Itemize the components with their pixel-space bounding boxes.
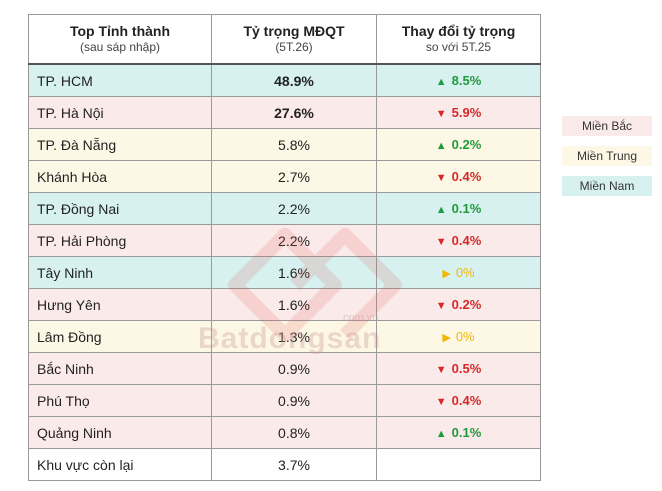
share-value: 1.6% bbox=[211, 256, 377, 289]
change-cell: ▲ 8.5% bbox=[376, 63, 541, 97]
table-row: TP. Hà Nội 27.6% ▼ 5.9% bbox=[28, 96, 541, 129]
table-row: Tây Ninh 1.6% ▶ 0% bbox=[28, 256, 541, 289]
header-province-subtitle: (sau sáp nhập) bbox=[79, 40, 161, 54]
table-row: Quảng Ninh 0.8% ▲ 0.1% bbox=[28, 416, 541, 449]
share-value: 2.7% bbox=[211, 160, 377, 193]
change-value: 0% bbox=[455, 329, 475, 344]
share-value: 0.9% bbox=[211, 352, 377, 385]
change-cell: ▼ 0.4% bbox=[376, 224, 541, 257]
change-cell: ▼ 5.9% bbox=[376, 96, 541, 129]
change-value: 5.9% bbox=[451, 105, 482, 120]
share-value: 1.6% bbox=[211, 288, 377, 321]
table-row: TP. HCM 48.9% ▲ 8.5% bbox=[28, 63, 541, 97]
header-province: Top Tỉnh thành (sau sáp nhập) bbox=[28, 14, 212, 65]
arrow-up-icon: ▲ bbox=[435, 76, 447, 88]
change-value: 0.4% bbox=[451, 393, 482, 408]
header-share-subtitle: (5T.26) bbox=[275, 40, 313, 54]
province-name: TP. Hải Phòng bbox=[28, 224, 212, 257]
table-row: TP. Đồng Nai 2.2% ▲ 0.1% bbox=[28, 192, 541, 225]
change-cell: ▼ 0.4% bbox=[376, 384, 541, 417]
header-share: Tỷ trọng MĐQT (5T.26) bbox=[211, 14, 377, 65]
province-name: Tây Ninh bbox=[28, 256, 212, 289]
province-name: Khánh Hòa bbox=[28, 160, 212, 193]
change-value: 0% bbox=[455, 265, 475, 280]
table-row: Bắc Ninh 0.9% ▼ 0.5% bbox=[28, 352, 541, 385]
table-row: TP. Hải Phòng 2.2% ▼ 0.4% bbox=[28, 224, 541, 257]
arrow-down-icon: ▼ bbox=[435, 396, 447, 408]
share-value: 27.6% bbox=[211, 96, 377, 129]
arrow-up-icon: ▲ bbox=[435, 204, 447, 216]
table-row: Khánh Hòa 2.7% ▼ 0.4% bbox=[28, 160, 541, 193]
arrow-up-icon: ▲ bbox=[435, 140, 447, 152]
header-share-title: Tỷ trọng MĐQT bbox=[243, 23, 345, 39]
region-legend: Miền Bắc Miền Trung Miền Nam bbox=[562, 116, 652, 206]
change-value: 0.2% bbox=[451, 297, 482, 312]
province-name: Bắc Ninh bbox=[28, 352, 212, 385]
province-name: Hưng Yên bbox=[28, 288, 212, 321]
change-cell: ▶ 0% bbox=[376, 256, 541, 289]
legend-item-north: Miền Bắc bbox=[562, 116, 652, 136]
watermark-brand: Batdongsan bbox=[198, 322, 382, 355]
header-change: Thay đổi tỷ trọng so với 5T.25 bbox=[376, 14, 541, 65]
province-name: Khu vực còn lại bbox=[28, 448, 212, 481]
change-value: 8.5% bbox=[451, 73, 482, 88]
change-value: 0.2% bbox=[451, 137, 482, 152]
change-value: 0.4% bbox=[451, 233, 482, 248]
legend-item-south: Miền Nam bbox=[562, 176, 652, 196]
province-name: TP. Đồng Nai bbox=[28, 192, 212, 225]
change-value: 0.1% bbox=[451, 425, 482, 440]
change-cell: ▲ 0.1% bbox=[376, 416, 541, 449]
arrow-down-icon: ▼ bbox=[435, 172, 447, 184]
province-name: Phú Thọ bbox=[28, 384, 212, 417]
table-row: Lâm Đồng 1.3% ▶ 0% bbox=[28, 320, 541, 353]
table-row: TP. Đà Nẵng 5.8% ▲ 0.2% bbox=[28, 128, 541, 161]
province-name: TP. HCM bbox=[28, 63, 212, 97]
table-row: Phú Thọ 0.9% ▼ 0.4% bbox=[28, 384, 541, 417]
change-cell: ▶ 0% bbox=[376, 320, 541, 353]
province-name: TP. Đà Nẵng bbox=[28, 128, 212, 161]
change-cell: ▲ 0.2% bbox=[376, 128, 541, 161]
share-value: 2.2% bbox=[211, 224, 377, 257]
share-value: 5.8% bbox=[211, 128, 377, 161]
table-row: Hưng Yên 1.6% ▼ 0.2% bbox=[28, 288, 541, 321]
header-province-title: Top Tỉnh thành bbox=[69, 23, 171, 39]
change-value: 0.1% bbox=[451, 201, 482, 216]
change-cell: ▼ 0.2% bbox=[376, 288, 541, 321]
share-value: 48.9% bbox=[211, 63, 377, 97]
arrow-right-icon: ▶ bbox=[442, 332, 451, 344]
share-value: 0.8% bbox=[211, 416, 377, 449]
share-value: 3.7% bbox=[211, 448, 377, 481]
legend-item-central: Miền Trung bbox=[562, 146, 652, 166]
region-share-table: Top Tỉnh thành (sau sáp nhập) Tỷ trọng M… bbox=[28, 14, 541, 484]
table-header-row: Top Tỉnh thành (sau sáp nhập) Tỷ trọng M… bbox=[28, 14, 541, 65]
province-name: Lâm Đồng bbox=[28, 320, 212, 353]
arrow-down-icon: ▼ bbox=[435, 236, 447, 248]
header-change-title: Thay đổi tỷ trọng bbox=[401, 23, 516, 39]
arrow-up-icon: ▲ bbox=[435, 428, 447, 440]
watermark-domain: .com.vn bbox=[340, 312, 379, 324]
share-value: 2.2% bbox=[211, 192, 377, 225]
header-change-subtitle: so với 5T.25 bbox=[425, 40, 492, 54]
change-cell: ▼ 0.5% bbox=[376, 352, 541, 385]
table-body: TP. HCM 48.9% ▲ 8.5% TP. Hà Nội 27.6% ▼ 5.9% TP.… bbox=[28, 63, 541, 481]
change-cell: ▲ 0.1% bbox=[376, 192, 541, 225]
arrow-down-icon: ▼ bbox=[435, 364, 447, 376]
arrow-right-icon: ▶ bbox=[442, 268, 451, 280]
arrow-down-icon: ▼ bbox=[435, 108, 447, 120]
share-value: 0.9% bbox=[211, 384, 377, 417]
legend-label-north: Miền Bắc bbox=[581, 119, 633, 133]
change-cell: ▼ 0.4% bbox=[376, 160, 541, 193]
province-name: TP. Hà Nội bbox=[28, 96, 212, 129]
legend-label-central: Miền Trung bbox=[576, 149, 638, 163]
province-name: Quảng Ninh bbox=[28, 416, 212, 449]
change-cell bbox=[376, 448, 541, 481]
change-value: 0.4% bbox=[451, 169, 482, 184]
change-value: 0.5% bbox=[451, 361, 482, 376]
legend-label-south: Miền Nam bbox=[579, 179, 635, 193]
table-row: Khu vực còn lại 3.7% bbox=[28, 448, 541, 481]
arrow-down-icon: ▼ bbox=[435, 300, 447, 312]
